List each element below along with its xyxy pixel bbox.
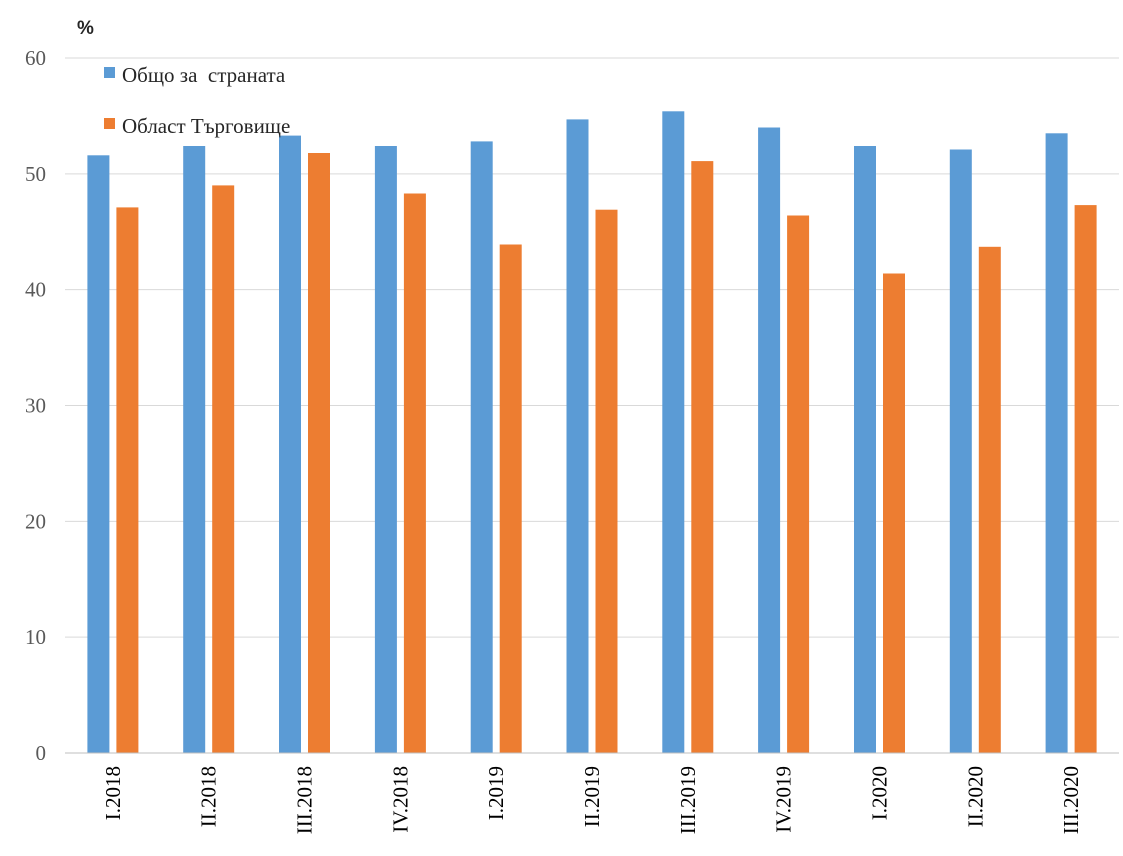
bar-targovishte [308,153,330,753]
x-category-label: II.2020 [963,766,987,827]
bar-national [566,119,589,753]
x-category-label: II.2019 [580,766,604,827]
bar-national [87,155,110,754]
bar-targovishte [499,244,522,753]
x-category-label: III.2018 [293,766,317,834]
bar-targovishte [116,207,139,753]
bar-national [374,146,397,753]
bar-targovishte [978,246,1001,754]
bar-targovishte [787,215,810,753]
x-category-label: II.2018 [197,766,221,827]
legend-label-targovishte: Област Търговище [122,114,290,138]
y-tick-label: 0 [36,741,47,765]
bar-national [1045,133,1068,754]
legend: Общо за страната Област Търговище [104,63,290,138]
bar-targovishte [403,193,426,753]
axes: 0 10 20 30 40 50 60 I.2018 II.2018 III.2018 IV.201… [25,46,1119,834]
bar-national [470,141,493,753]
y-tick-label: 10 [25,625,46,649]
y-tick-label: 50 [25,162,46,186]
x-category-label: IV.2018 [388,766,412,833]
legend-swatch-targovishte [104,118,115,129]
y-tick-label: 20 [25,509,46,533]
y-tick-label: 60 [25,46,46,70]
bar-targovishte [883,273,905,753]
bar-national [854,146,876,753]
x-category-label: III.2020 [1059,766,1083,834]
x-category-label: III.2019 [676,766,700,834]
bar-national [949,149,972,753]
x-category-label: I.2018 [101,766,125,820]
bar-national [279,135,301,754]
y-tick-label: 30 [25,394,46,418]
bars [87,111,1097,754]
bar-targovishte [691,161,714,754]
legend-swatch-national [104,67,115,78]
bar-targovishte [595,209,618,753]
x-category-label: I.2020 [867,766,891,820]
x-category-label: I.2019 [484,766,508,820]
gridlines [65,57,1119,638]
bar-targovishte [1074,205,1097,754]
bar-targovishte [212,185,235,753]
bar-national [662,111,685,754]
legend-label-national: Общо за страната [122,63,286,87]
bar-national [183,146,206,753]
y-axis-unit-label: % [77,18,94,39]
bar-national [758,127,781,753]
y-tick-label: 40 [25,278,46,302]
x-category-label: IV.2019 [772,766,796,833]
